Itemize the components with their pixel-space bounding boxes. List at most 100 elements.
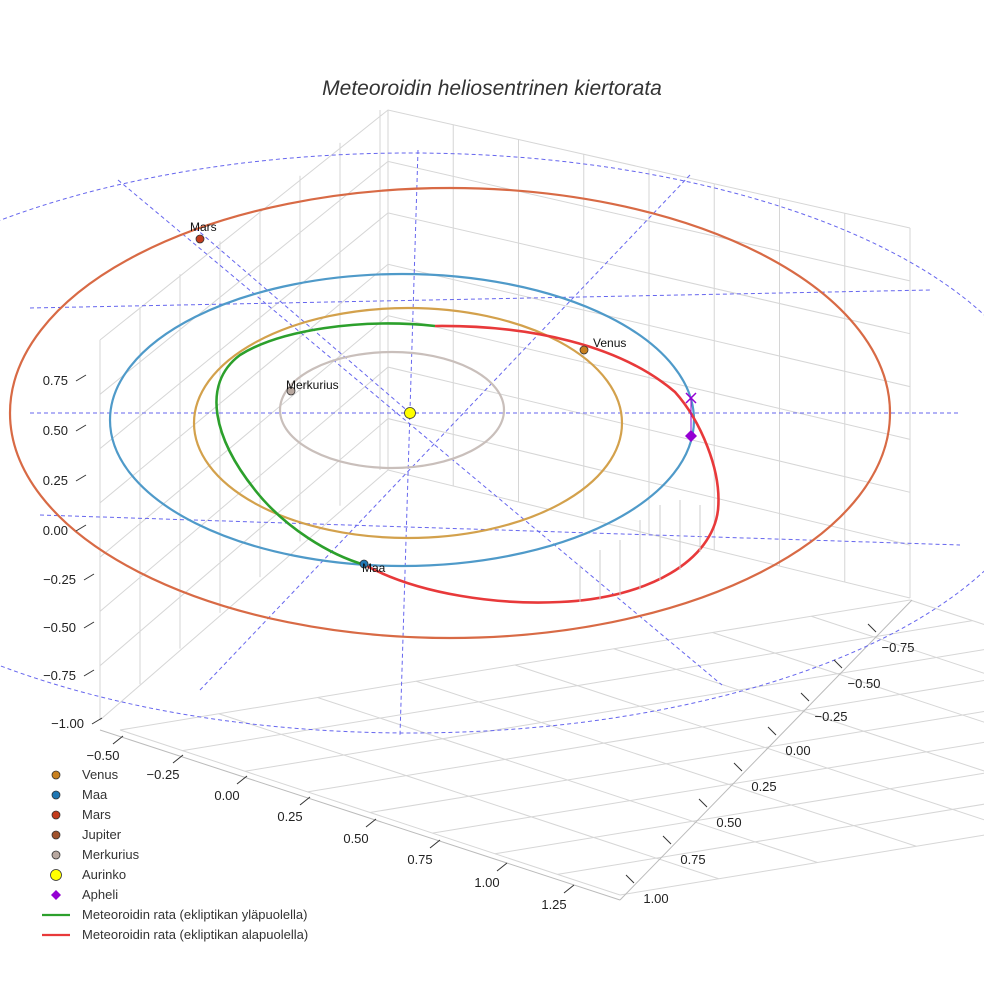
z-tick-mark <box>83 669 95 677</box>
jupiter-orbit-spoke <box>399 149 419 736</box>
legend-circle-swatch <box>50 869 62 881</box>
grid-line <box>307 680 984 793</box>
merkurius-orbit <box>278 350 506 470</box>
grid-line <box>99 109 911 341</box>
z-tick-label: −0.25 <box>43 572 76 587</box>
grid-line <box>99 469 911 721</box>
y-axis-line <box>619 599 913 901</box>
mars-label: Mars <box>190 220 217 234</box>
grid-line <box>182 620 973 752</box>
legend-label: Meteoroidin rata (ekliptikan alapuolella… <box>82 927 308 942</box>
venus-orbit <box>192 306 624 540</box>
x-tick-label: 0.75 <box>407 852 432 867</box>
y-tick-mark <box>698 798 708 808</box>
legend-label: Meteoroidin rata (ekliptikan yläpuolella… <box>82 907 307 922</box>
legend-item[interactable]: Maa <box>51 787 108 802</box>
grid-line <box>99 418 911 667</box>
venus-label: Venus <box>593 336 626 350</box>
z-tick-label: −1.00 <box>51 716 84 731</box>
y-tick-mark <box>767 726 777 736</box>
axis-ticks: 0.75 0.50 0.25 0.00 −0.25 −0.50 −0.75 −1.00 −0.5… <box>43 373 915 912</box>
y-tick-mark <box>625 874 635 884</box>
legend[interactable]: Venus Maa Mars Jupiter Merkurius Aurinko Aphel… <box>42 767 308 942</box>
meteoroid-orbit-below <box>364 324 720 604</box>
legend-item[interactable]: Apheli <box>51 887 118 902</box>
y-tick-label: 0.75 <box>680 852 705 867</box>
grid-line <box>613 648 984 772</box>
z-tick-mark <box>75 374 87 382</box>
x-tick-mark <box>236 775 248 785</box>
grid-line <box>712 632 984 723</box>
y-tick-label: −0.75 <box>882 640 915 655</box>
legend-label: Venus <box>82 767 119 782</box>
planet-orbits <box>0 149 984 736</box>
body-markers: Venus Maa Mars Merkurius <box>190 220 697 575</box>
z-tick-mark <box>75 474 87 482</box>
grid-line <box>99 366 911 612</box>
legend-item[interactable]: Jupiter <box>51 827 122 842</box>
legend-label: Merkurius <box>82 847 140 862</box>
x-tick-mark <box>429 839 441 849</box>
chart-title: Meteoroidin heliosentrinen kiertorata <box>322 77 662 100</box>
axis-grid <box>99 109 984 901</box>
x-tick-mark <box>172 754 184 764</box>
jupiter-orbit-spoke <box>29 289 931 309</box>
z-tick-label: 0.50 <box>43 423 68 438</box>
legend-label: Apheli <box>82 887 118 902</box>
maa-orbit <box>108 272 696 568</box>
grid-line <box>244 649 984 772</box>
z-tick-mark <box>91 717 103 725</box>
grid-line <box>99 263 911 504</box>
x-tick-mark <box>563 884 575 894</box>
legend-circle-swatch <box>51 850 61 860</box>
legend-diamond-swatch <box>51 890 61 900</box>
y-tick-label: 1.00 <box>643 891 668 906</box>
x-tick-mark <box>112 735 124 745</box>
legend-circle-swatch <box>51 810 61 820</box>
jupiter-orbit-spoke <box>117 179 723 686</box>
legend-circle-swatch <box>51 830 61 840</box>
z-tick-mark <box>83 621 95 629</box>
legend-item[interactable]: Aurinko <box>50 867 127 882</box>
x-tick-mark <box>496 862 508 872</box>
y-tick-mark <box>867 623 877 633</box>
grid-line <box>369 710 984 813</box>
legend-item[interactable]: Venus <box>51 767 119 782</box>
sun-marker <box>404 407 416 419</box>
legend-item[interactable]: Meteoroidin rata (ekliptikan alapuolella… <box>42 927 308 942</box>
legend-item[interactable]: Mars <box>51 807 111 822</box>
x-tick-label: −0.25 <box>147 767 180 782</box>
x-tick-label: 1.25 <box>541 897 566 912</box>
y-tick-label: −0.50 <box>848 676 881 691</box>
grid-line <box>619 834 984 896</box>
x-tick-label: 0.00 <box>214 788 239 803</box>
x-axis-line <box>99 729 621 901</box>
legend-item[interactable]: Meteoroidin rata (ekliptikan yläpuolella… <box>42 907 307 922</box>
z-tick-label: 0.75 <box>43 373 68 388</box>
legend-item[interactable]: Merkurius <box>51 847 140 862</box>
x-tick-mark <box>299 796 311 806</box>
z-tick-mark <box>75 424 87 432</box>
y-tick-label: 0.50 <box>716 815 741 830</box>
y-tick-label: −0.25 <box>815 709 848 724</box>
legend-label: Jupiter <box>82 827 122 842</box>
grid-line <box>99 212 911 449</box>
legend-label: Aurinko <box>82 867 126 882</box>
maa-label: Maa <box>362 561 386 575</box>
y-tick-mark <box>833 659 843 669</box>
merkurius-label: Merkurius <box>286 378 339 392</box>
jupiter-orbit-spoke <box>194 227 411 414</box>
mars-marker <box>195 234 205 244</box>
venus-marker <box>579 345 589 355</box>
jupiter-orbit <box>0 152 984 734</box>
x-tick-label: 0.50 <box>343 831 368 846</box>
z-tick-label: −0.50 <box>43 620 76 635</box>
grid-line <box>432 741 984 834</box>
y-tick-mark <box>800 692 810 702</box>
legend-circle-swatch <box>51 790 61 800</box>
grid-line <box>99 160 911 395</box>
x-tick-label: 0.25 <box>277 809 302 824</box>
z-tick-label: −0.75 <box>43 668 76 683</box>
z-tick-mark <box>83 573 95 581</box>
